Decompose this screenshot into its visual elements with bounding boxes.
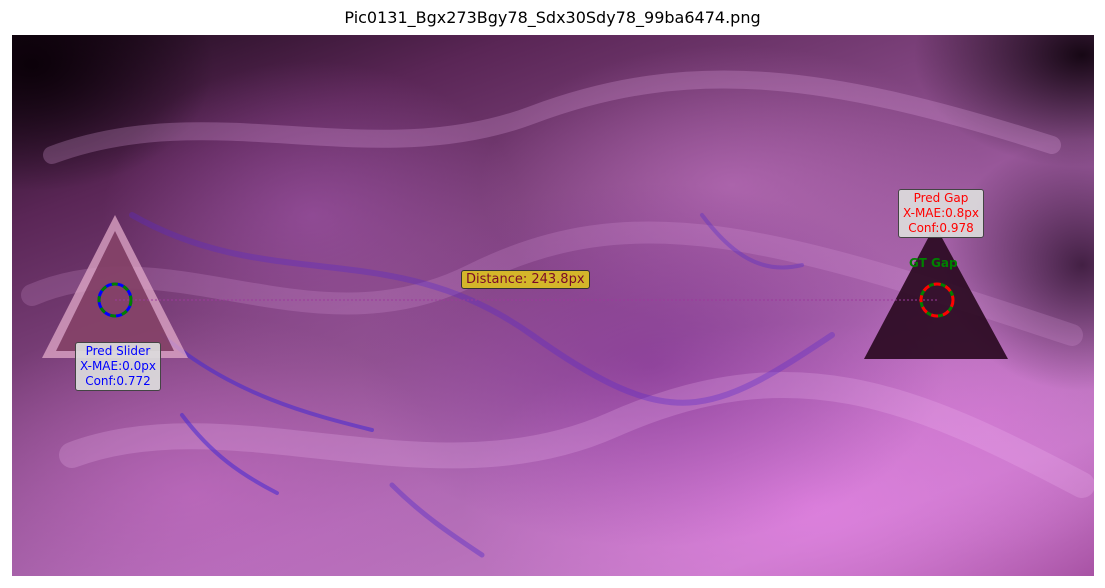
pred-gap-title: Pred Gap bbox=[913, 191, 969, 205]
pred-slider-label: Pred Slider X-MAE:0.0px Conf:0.772 bbox=[75, 342, 161, 391]
pred-gap-xmae: X-MAE:0.8px bbox=[903, 206, 979, 220]
pred-slider-conf: Conf:0.772 bbox=[85, 374, 151, 388]
distance-label: Distance: 243.8px bbox=[461, 270, 590, 289]
figure-title: Pic0131_Bgx273Bgy78_Sdx30Sdy78_99ba6474.… bbox=[344, 8, 761, 27]
pred-slider-title: Pred Slider bbox=[85, 344, 151, 358]
gap-hole bbox=[864, 225, 1008, 359]
captcha-image: Pred Slider X-MAE:0.0px Conf:0.772 Pred … bbox=[12, 35, 1094, 576]
overlay-layer bbox=[21, 70, 1094, 558]
gt-slider-circle bbox=[97, 282, 133, 318]
gt-gap-label: GT Gap bbox=[909, 256, 958, 270]
pred-gap-label: Pred Gap X-MAE:0.8px Conf:0.978 bbox=[898, 189, 984, 238]
pred-slider-xmae: X-MAE:0.0px bbox=[80, 359, 156, 373]
pred-gap-circle bbox=[919, 282, 955, 318]
pred-gap-conf: Conf:0.978 bbox=[908, 221, 974, 235]
slider-piece-inner bbox=[56, 231, 174, 351]
